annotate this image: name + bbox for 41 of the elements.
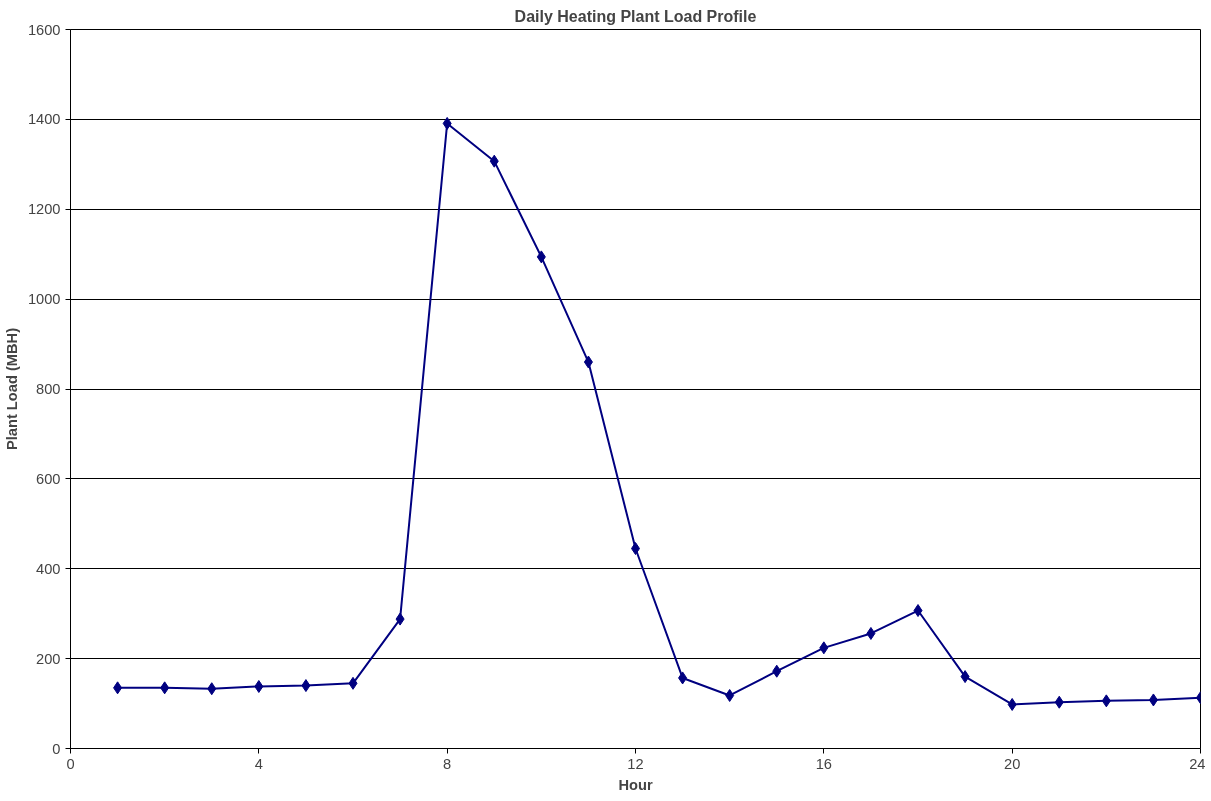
point bbox=[160, 681, 170, 695]
y-tick-label: 1000 bbox=[27, 291, 61, 308]
point bbox=[772, 664, 782, 678]
point bbox=[960, 670, 970, 684]
y-tick-label: 1200 bbox=[27, 201, 61, 218]
y-tick-label: 600 bbox=[36, 470, 61, 487]
x-tick-label: 16 bbox=[815, 755, 832, 772]
y-tick-label: 1600 bbox=[27, 21, 61, 38]
point bbox=[207, 682, 217, 696]
x-tick-label: 12 bbox=[627, 755, 644, 772]
x-axis-title: Hour bbox=[618, 776, 653, 793]
point bbox=[819, 641, 829, 655]
y-tick-label: 800 bbox=[36, 381, 61, 397]
point bbox=[583, 355, 593, 369]
point bbox=[301, 679, 311, 693]
point bbox=[1007, 697, 1017, 711]
x-tick-label: 20 bbox=[1004, 755, 1021, 772]
y-tick-label: 200 bbox=[36, 650, 61, 667]
point bbox=[1054, 695, 1064, 709]
y-tick-label: 400 bbox=[36, 560, 61, 577]
point bbox=[348, 676, 358, 690]
x-tick-label: 8 bbox=[443, 755, 452, 772]
point bbox=[1148, 693, 1158, 707]
chart-title: Daily Heating Plant Load Profile bbox=[514, 7, 757, 25]
y-tick-label: 0 bbox=[52, 740, 61, 757]
y-axis-title: Plant Load (MBH) bbox=[3, 327, 20, 451]
point bbox=[913, 604, 923, 618]
x-tick-label: 24 bbox=[1189, 755, 1206, 772]
point bbox=[395, 612, 405, 626]
point bbox=[866, 626, 876, 640]
point bbox=[1101, 694, 1111, 708]
x-tick-label: 0 bbox=[66, 755, 75, 772]
y-tick-label: 1400 bbox=[27, 111, 61, 128]
point bbox=[254, 679, 264, 693]
point bbox=[725, 688, 735, 702]
point bbox=[678, 671, 688, 685]
point bbox=[113, 681, 123, 695]
point bbox=[442, 116, 452, 130]
x-tick-label: 4 bbox=[254, 755, 263, 772]
point bbox=[489, 154, 499, 168]
point bbox=[536, 250, 546, 264]
